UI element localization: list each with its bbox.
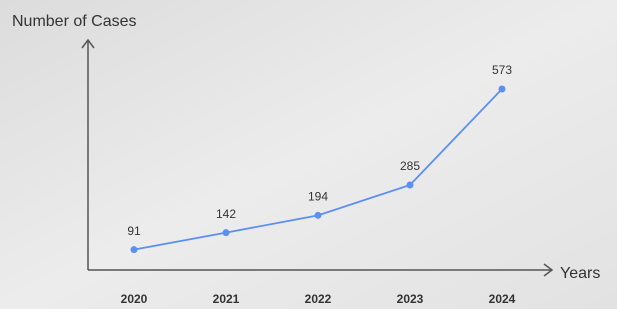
data-label: 142 [216,207,236,221]
x-tick-label: 2021 [213,292,240,306]
data-label: 573 [492,63,512,77]
x-tick-label: 2020 [121,292,148,306]
point [223,229,230,236]
point [499,86,506,93]
x-axis-label: Years [560,265,600,282]
point [315,212,322,219]
x-tick-label: 2022 [305,292,332,306]
data-label: 91 [127,224,141,238]
data-label: 285 [400,159,420,173]
chart: Number of Cases Years 2020 2021 2022 2023 20… [0,0,617,309]
point [131,246,138,253]
x-tick-label: 2024 [489,292,516,306]
point [407,182,414,189]
y-axis-label: Number of Cases [12,13,137,30]
x-tick-label: 2023 [397,292,424,306]
data-label: 194 [308,190,328,204]
